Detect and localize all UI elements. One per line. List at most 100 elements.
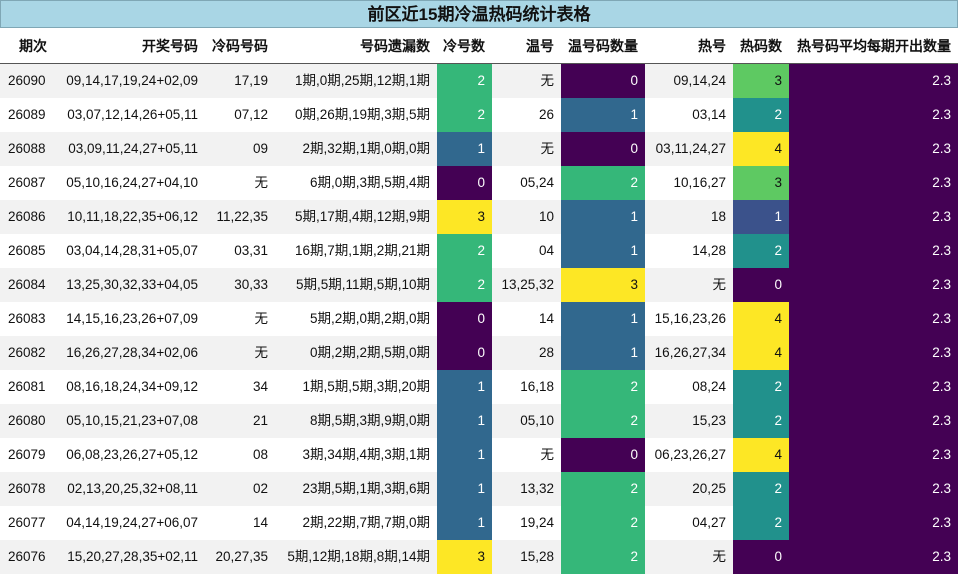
cell-hot-avg: 2.3 bbox=[789, 540, 958, 574]
cell-hot-numbers: 15,16,23,26 bbox=[654, 311, 726, 326]
cell-miss-counts: 8期,5期,3期,9期,0期 bbox=[309, 413, 430, 428]
cell-period: 26085 bbox=[8, 243, 46, 258]
cell-warm-numbers: 05,10 bbox=[520, 413, 554, 428]
header-period: 期次 bbox=[19, 38, 47, 54]
cell-hot-numbers: 10,16,27 bbox=[673, 175, 726, 190]
cell-cold-numbers: 无 bbox=[254, 311, 269, 326]
cell-period: 26088 bbox=[8, 141, 46, 156]
cell-miss-counts: 0期,2期,2期,5期,0期 bbox=[309, 345, 430, 360]
cell-hot-numbers: 14,28 bbox=[692, 243, 726, 258]
cell-cold-numbers: 21 bbox=[252, 413, 268, 428]
cell-draw-numbers: 15,20,27,28,35+02,11 bbox=[67, 549, 198, 564]
cell-warm-count: 1 bbox=[561, 234, 645, 268]
cell-cold-count: 1 bbox=[437, 506, 492, 540]
cell-warm-numbers: 13,32 bbox=[520, 481, 554, 496]
cell-period: 26084 bbox=[8, 277, 46, 292]
cell-miss-counts: 5期,12期,18期,8期,14期 bbox=[287, 549, 430, 564]
cell-cold-numbers: 14 bbox=[252, 515, 268, 530]
cell-miss-counts: 5期,17期,4期,12期,9期 bbox=[294, 209, 430, 224]
cell-warm-numbers: 05,24 bbox=[520, 175, 554, 190]
cell-cold-numbers: 无 bbox=[254, 175, 269, 190]
cell-hot-numbers: 15,23 bbox=[692, 413, 726, 428]
cell-draw-numbers: 04,14,19,24,27+06,07 bbox=[66, 515, 198, 530]
cell-draw-numbers: 03,09,11,24,27+05,11 bbox=[68, 141, 198, 156]
cell-draw-numbers: 03,04,14,28,31+05,07 bbox=[66, 243, 198, 258]
cell-hot-avg: 2.3 bbox=[789, 200, 958, 234]
cell-hot-avg: 2.3 bbox=[789, 98, 958, 132]
cell-warm-numbers: 10 bbox=[538, 209, 554, 224]
cell-miss-counts: 5期,5期,11期,5期,10期 bbox=[295, 277, 430, 292]
cell-hot-avg: 2.3 bbox=[789, 336, 958, 370]
cell-miss-counts: 6期,0期,3期,5期,4期 bbox=[309, 175, 430, 190]
cell-cold-numbers: 34 bbox=[252, 379, 268, 394]
cell-hot-count: 2 bbox=[733, 370, 789, 404]
table-title: 前区近15期冷温热码统计表格 bbox=[0, 0, 958, 28]
cell-warm-count: 0 bbox=[561, 132, 645, 166]
cell-cold-count: 2 bbox=[437, 234, 492, 268]
cell-cold-count: 0 bbox=[437, 302, 492, 336]
header-miss-counts: 号码遗漏数 bbox=[360, 38, 430, 54]
cell-hot-avg: 2.3 bbox=[789, 302, 958, 336]
cell-warm-count: 2 bbox=[561, 404, 645, 438]
cell-miss-counts: 2期,32期,1期,0期,0期 bbox=[302, 141, 430, 156]
cell-warm-count: 2 bbox=[561, 540, 645, 574]
cell-warm-numbers: 无 bbox=[540, 73, 555, 88]
cell-period: 26083 bbox=[8, 311, 46, 326]
cell-hot-count: 0 bbox=[733, 540, 789, 574]
cell-miss-counts: 0期,26期,19期,3期,5期 bbox=[294, 107, 430, 122]
cell-cold-numbers: 11,22,35 bbox=[216, 209, 268, 224]
cell-warm-count: 0 bbox=[561, 64, 645, 98]
cell-draw-numbers: 02,13,20,25,32+08,11 bbox=[67, 481, 198, 496]
cell-draw-numbers: 09,14,17,19,24+02,09 bbox=[66, 73, 198, 88]
cell-hot-numbers: 18 bbox=[710, 209, 726, 224]
cell-draw-numbers: 05,10,15,21,23+07,08 bbox=[66, 413, 198, 428]
cell-hot-avg: 2.3 bbox=[789, 234, 958, 268]
header-cold-count: 冷号数 bbox=[443, 38, 485, 54]
cell-warm-count: 3 bbox=[561, 268, 645, 302]
cell-hot-count: 2 bbox=[733, 404, 789, 438]
cell-cold-numbers: 03,31 bbox=[234, 243, 268, 258]
cell-hot-numbers: 09,14,24 bbox=[673, 73, 726, 88]
cell-warm-count: 2 bbox=[561, 370, 645, 404]
header-divider bbox=[0, 63, 958, 64]
cell-hot-avg: 2.3 bbox=[789, 166, 958, 200]
cell-warm-numbers: 13,25,32 bbox=[501, 277, 554, 292]
cell-hot-count: 4 bbox=[733, 132, 789, 166]
cell-miss-counts: 1期,5期,5期,3期,20期 bbox=[302, 379, 430, 394]
stats-table: 期次 开奖号码 冷码号码 号码遗漏数 冷号数 温号 温号码数量 热号 热码数 热号码平均每期开出数… bbox=[0, 28, 958, 575]
cell-period: 26078 bbox=[8, 481, 46, 496]
cell-cold-count: 0 bbox=[437, 166, 492, 200]
cell-hot-numbers: 16,26,27,34 bbox=[654, 345, 726, 360]
header-hot-count: 热码数 bbox=[740, 38, 782, 54]
cell-draw-numbers: 06,08,23,26,27+05,12 bbox=[66, 447, 198, 462]
cell-warm-count: 1 bbox=[561, 336, 645, 370]
cell-hot-numbers: 无 bbox=[712, 549, 727, 564]
cell-warm-count: 1 bbox=[561, 302, 645, 336]
cell-warm-numbers: 16,18 bbox=[520, 379, 554, 394]
cell-cold-count: 1 bbox=[437, 370, 492, 404]
cell-hot-avg: 2.3 bbox=[789, 438, 958, 472]
cell-cold-count: 3 bbox=[437, 200, 492, 234]
cell-period: 26077 bbox=[8, 515, 46, 530]
cell-hot-avg: 2.3 bbox=[789, 404, 958, 438]
cell-hot-count: 3 bbox=[733, 166, 789, 200]
cell-draw-numbers: 10,11,18,22,35+06,12 bbox=[67, 209, 198, 224]
cell-hot-numbers: 03,14 bbox=[692, 107, 726, 122]
cell-hot-numbers: 无 bbox=[712, 277, 727, 292]
cell-period: 26079 bbox=[8, 447, 46, 462]
cell-hot-count: 2 bbox=[733, 98, 789, 132]
cell-hot-count: 4 bbox=[733, 336, 789, 370]
cell-cold-count: 1 bbox=[437, 404, 492, 438]
cell-warm-numbers: 26 bbox=[538, 107, 554, 122]
cell-hot-count: 4 bbox=[733, 302, 789, 336]
cell-hot-numbers: 08,24 bbox=[692, 379, 726, 394]
cell-hot-avg: 2.3 bbox=[789, 64, 958, 98]
cell-cold-numbers: 30,33 bbox=[234, 277, 268, 292]
cell-period: 26080 bbox=[8, 413, 46, 428]
cell-period: 26089 bbox=[8, 107, 46, 122]
header-warm-numbers: 温号 bbox=[526, 38, 554, 54]
header-warm-count: 温号码数量 bbox=[568, 38, 638, 54]
cell-draw-numbers: 03,07,12,14,26+05,11 bbox=[67, 107, 198, 122]
cell-miss-counts: 23期,5期,1期,3期,6期 bbox=[302, 481, 430, 496]
cell-cold-count: 0 bbox=[437, 336, 492, 370]
